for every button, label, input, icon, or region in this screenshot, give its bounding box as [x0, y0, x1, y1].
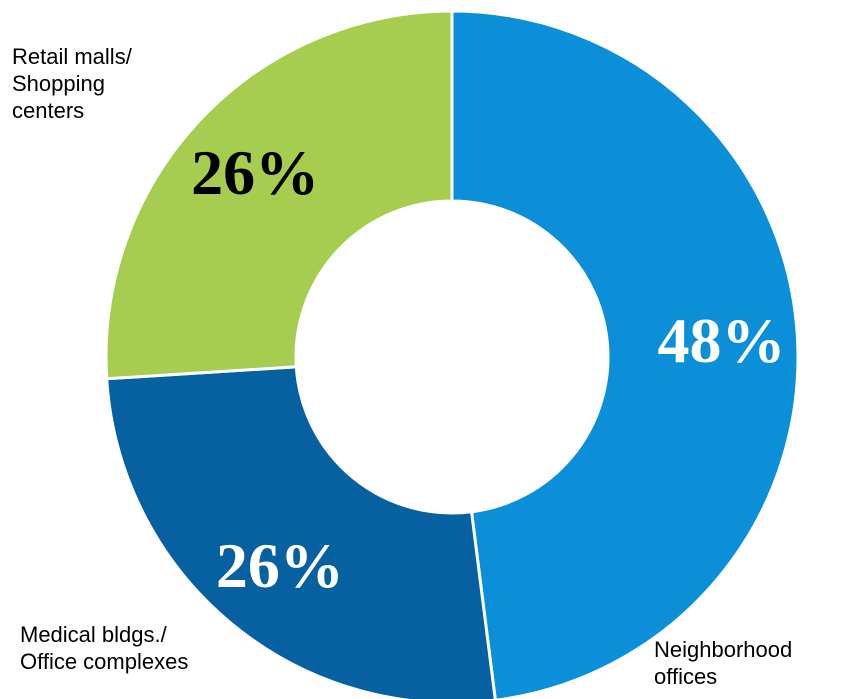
category-labels: Neighborhood offices Medical bldgs./Office…	[12, 44, 792, 689]
value-label-1: 48%	[657, 305, 785, 376]
donut-slices	[104, 9, 800, 699]
donut-slice-1	[450, 9, 800, 699]
category-label-3: Retail malls/Shopping centers	[12, 44, 133, 123]
value-label-3: 26%	[191, 137, 319, 208]
category-label-line: Neighborhood	[654, 637, 792, 662]
category-label-line: Retail malls/	[12, 44, 133, 69]
category-label-line: Medical bldgs./	[20, 622, 168, 647]
category-label-line: Office complexes	[20, 649, 188, 674]
category-label-line: offices	[654, 664, 717, 689]
value-labels: 48% 26% 26%	[191, 137, 785, 601]
donut-slice-3	[104, 9, 454, 381]
category-label-2: Medical bldgs./Office complexes	[20, 622, 188, 674]
category-label-line: centers	[12, 98, 84, 123]
category-label-line: Shopping	[12, 71, 105, 96]
value-label-2: 26%	[216, 530, 344, 601]
category-label-1: Neighborhood offices	[654, 637, 792, 689]
donut-slice-2	[105, 365, 497, 699]
